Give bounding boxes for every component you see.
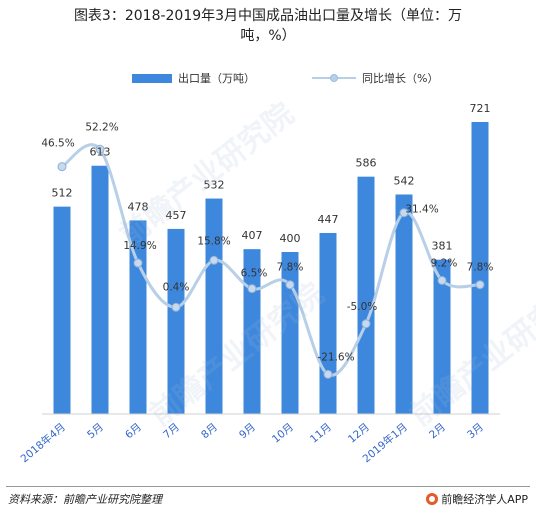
chart-legend: 出口量（万吨） 同比增长（%） [0,70,536,86]
chart-title: 图表3：2018-2019年3月中国成品油出口量及增长（单位：万 吨，%） [0,6,536,46]
bar-1 [91,165,109,414]
brand-mark: 前瞻经济学人APP [426,491,528,507]
growth-line [61,143,481,377]
legend-line-label: 同比增长（%） [362,72,439,85]
growth-point-7 [323,369,333,379]
bar-value-label-3: 457 [166,209,187,222]
x-tick-label-6: 10月 [270,421,296,446]
growth-value-label-6: 7.8% [277,262,304,274]
growth-value-label-1: 52.2% [85,121,118,133]
growth-value-label-5: 6.5% [241,268,268,280]
x-tick-label-4: 8月 [199,421,220,441]
x-tick-label-11: 3月 [465,421,486,441]
growth-point-3 [171,302,181,312]
x-tick-label-1: 5月 [85,421,106,441]
x-tick-label-2: 6月 [123,421,144,441]
growth-point-0 [57,162,67,172]
x-tick-label-7: 11月 [308,421,334,446]
growth-point-10 [437,275,447,285]
bar-value-label-9: 542 [394,174,415,187]
growth-value-label-10: 9.2% [431,257,458,269]
bar-0 [53,206,71,414]
x-tick-label-10: 2月 [427,421,448,441]
bar-3 [167,228,185,414]
bar-value-label-4: 532 [204,179,225,192]
legend-bar-label: 出口量（万吨） [178,72,255,85]
x-tick-label-5: 9月 [237,421,258,441]
growth-point-5 [247,284,257,294]
bar-value-label-7: 447 [318,213,339,226]
bar-value-label-0: 512 [52,187,73,200]
x-tick-label-3: 7月 [161,421,182,441]
growth-value-label-2: 14.9% [123,240,156,252]
legend-line-swatch [312,72,356,84]
growth-value-label-7: -21.6% [317,351,354,363]
footer-divider [6,486,530,487]
chart-title-line-2: 吨，%） [240,28,296,44]
growth-point-1 [95,144,105,154]
growth-value-label-8: -5.0% [347,301,377,313]
bar-10 [433,259,451,414]
chart-title-line-1: 图表3：2018-2019年3月中国成品油出口量及增长（单位：万 [73,8,463,24]
bar-value-label-1: 613 [90,146,111,159]
legend-item-yoy-growth: 同比增长（%） [312,70,438,86]
growth-value-label-4: 15.8% [197,235,230,247]
growth-value-label-9: 31.4% [405,204,438,216]
bar-value-label-11: 721 [470,102,491,115]
bar-value-label-2: 478 [128,200,149,213]
brand-logo-icon [426,493,439,505]
chart-plot: 512 613 478 457 532 407 400 447 586 542 381 721 46.5… [18,102,500,465]
bar-11 [471,121,489,415]
growth-point-9 [399,208,409,218]
x-tick-label-0: 2018年4月 [18,420,68,465]
growth-value-label-11: 7.8% [467,262,494,274]
bar-9 [395,194,413,414]
bar-7 [319,232,337,414]
bar-6 [281,252,299,414]
bar-value-label-8: 586 [356,157,377,170]
growth-point-4 [209,255,219,265]
bar-value-label-5: 407 [242,229,263,242]
legend-bar-swatch [132,73,172,83]
bar-4 [205,198,223,414]
x-tick-label-8: 12月 [346,421,372,446]
growth-value-label-3: 0.4% [163,281,190,293]
brand-name: 前瞻经济学人APP [441,493,528,506]
growth-point-2 [133,258,143,268]
growth-point-8 [361,319,371,329]
bar-value-label-10: 381 [432,240,453,253]
source-note: 资料来源：前瞻产业研究院整理 [8,493,162,506]
growth-point-6 [285,280,295,290]
bar-value-label-6: 400 [280,232,301,245]
legend-item-export-volume: 出口量（万吨） [132,70,255,86]
growth-value-label-0: 46.5% [41,138,74,150]
bar-8 [357,176,375,414]
growth-point-11 [475,280,485,290]
